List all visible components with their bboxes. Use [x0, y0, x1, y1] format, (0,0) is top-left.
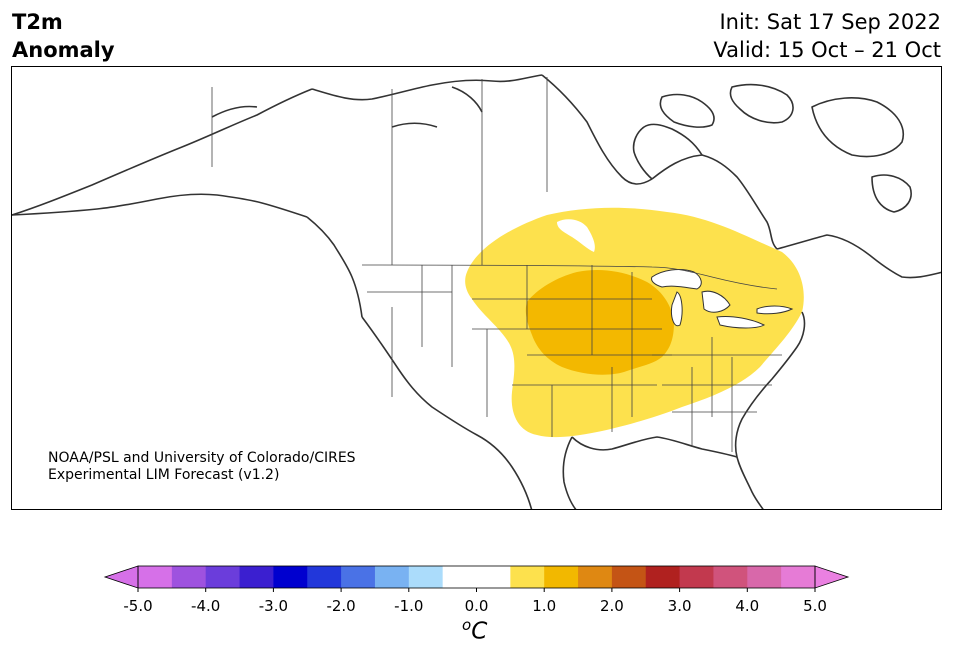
colorbar-cell [239, 566, 274, 588]
colorbar-tick-label: -3.0 [259, 597, 288, 615]
colorbar-cell [171, 566, 207, 588]
colorbar-cell [544, 566, 579, 588]
map-canvas [12, 74, 941, 509]
colorbar-under-arrow [103, 565, 139, 589]
lake-winnipeg-gap [557, 219, 595, 252]
colorbar-cell [205, 566, 241, 588]
colorbar-cell [442, 566, 477, 588]
colorbar-tick-label: 2.0 [600, 597, 624, 615]
coastlines [12, 74, 941, 509]
credit-text: NOAA/PSL and University of Colorado/CIRE… [48, 450, 356, 484]
colorbar-cell [341, 566, 376, 588]
colorbar-tick-label: 4.0 [735, 597, 759, 615]
init-date: Init: Sat 17 Sep 2022 [719, 10, 941, 34]
colorbar-cell [781, 566, 816, 588]
map-panel [11, 66, 942, 510]
unit-letter: C [471, 618, 488, 645]
colorbar-cell [645, 566, 681, 588]
credit-line-2: Experimental LIM Forecast (v1.2) [48, 467, 280, 483]
colorbar-cell [578, 566, 613, 588]
colorbar-cell [273, 566, 308, 588]
colorbar-cell [476, 566, 511, 588]
colorbar-over-arrow [814, 565, 850, 589]
colorbar-tick-label: -4.0 [191, 597, 220, 615]
colorbar-cell [611, 566, 647, 588]
admin-borders [211, 77, 782, 452]
great-lakes [651, 269, 794, 329]
colorbar-tick-label: -5.0 [123, 597, 152, 615]
colorbar-cell [713, 566, 748, 588]
colorbar-unit: oC [462, 616, 487, 645]
anomaly-region-core [525, 270, 674, 375]
colorbar-tick-label: 3.0 [668, 597, 692, 615]
valid-date: Valid: 15 Oct – 21 Oct [713, 38, 941, 62]
colorbar-ticks: -5.0 -4.0 -3.0 -2.0 -1.0 0.0 1.0 2.0 3.0 4.0 5.0 [123, 588, 827, 615]
colorbar-cells [138, 566, 816, 588]
forecast-dates: Init: Sat 17 Sep 2022 Valid: 15 Oct – 21… [713, 8, 941, 64]
colorbar-tick-label: -1.0 [394, 597, 423, 615]
colorbar-cell [510, 566, 545, 588]
colorbar-tick-label: 5.0 [803, 597, 827, 615]
colorbar-tick-label: 1.0 [532, 597, 556, 615]
unit-degree: o [462, 616, 472, 634]
colorbar-cell [374, 566, 410, 588]
colorbar-cell [679, 566, 714, 588]
colorbar-cell [307, 566, 342, 588]
colorbar-cell [747, 566, 782, 588]
map-title: T2m Anomaly [12, 8, 115, 64]
title-line-2: Anomaly [12, 38, 115, 62]
colorbar-cell [138, 566, 173, 588]
title-line-1: T2m [12, 10, 63, 34]
colorbar-tick-label: 0.0 [465, 597, 489, 615]
credit-line-1: NOAA/PSL and University of Colorado/CIRE… [48, 450, 356, 466]
colorbar-tick-label: -2.0 [326, 597, 355, 615]
colorbar-cell [408, 566, 444, 588]
